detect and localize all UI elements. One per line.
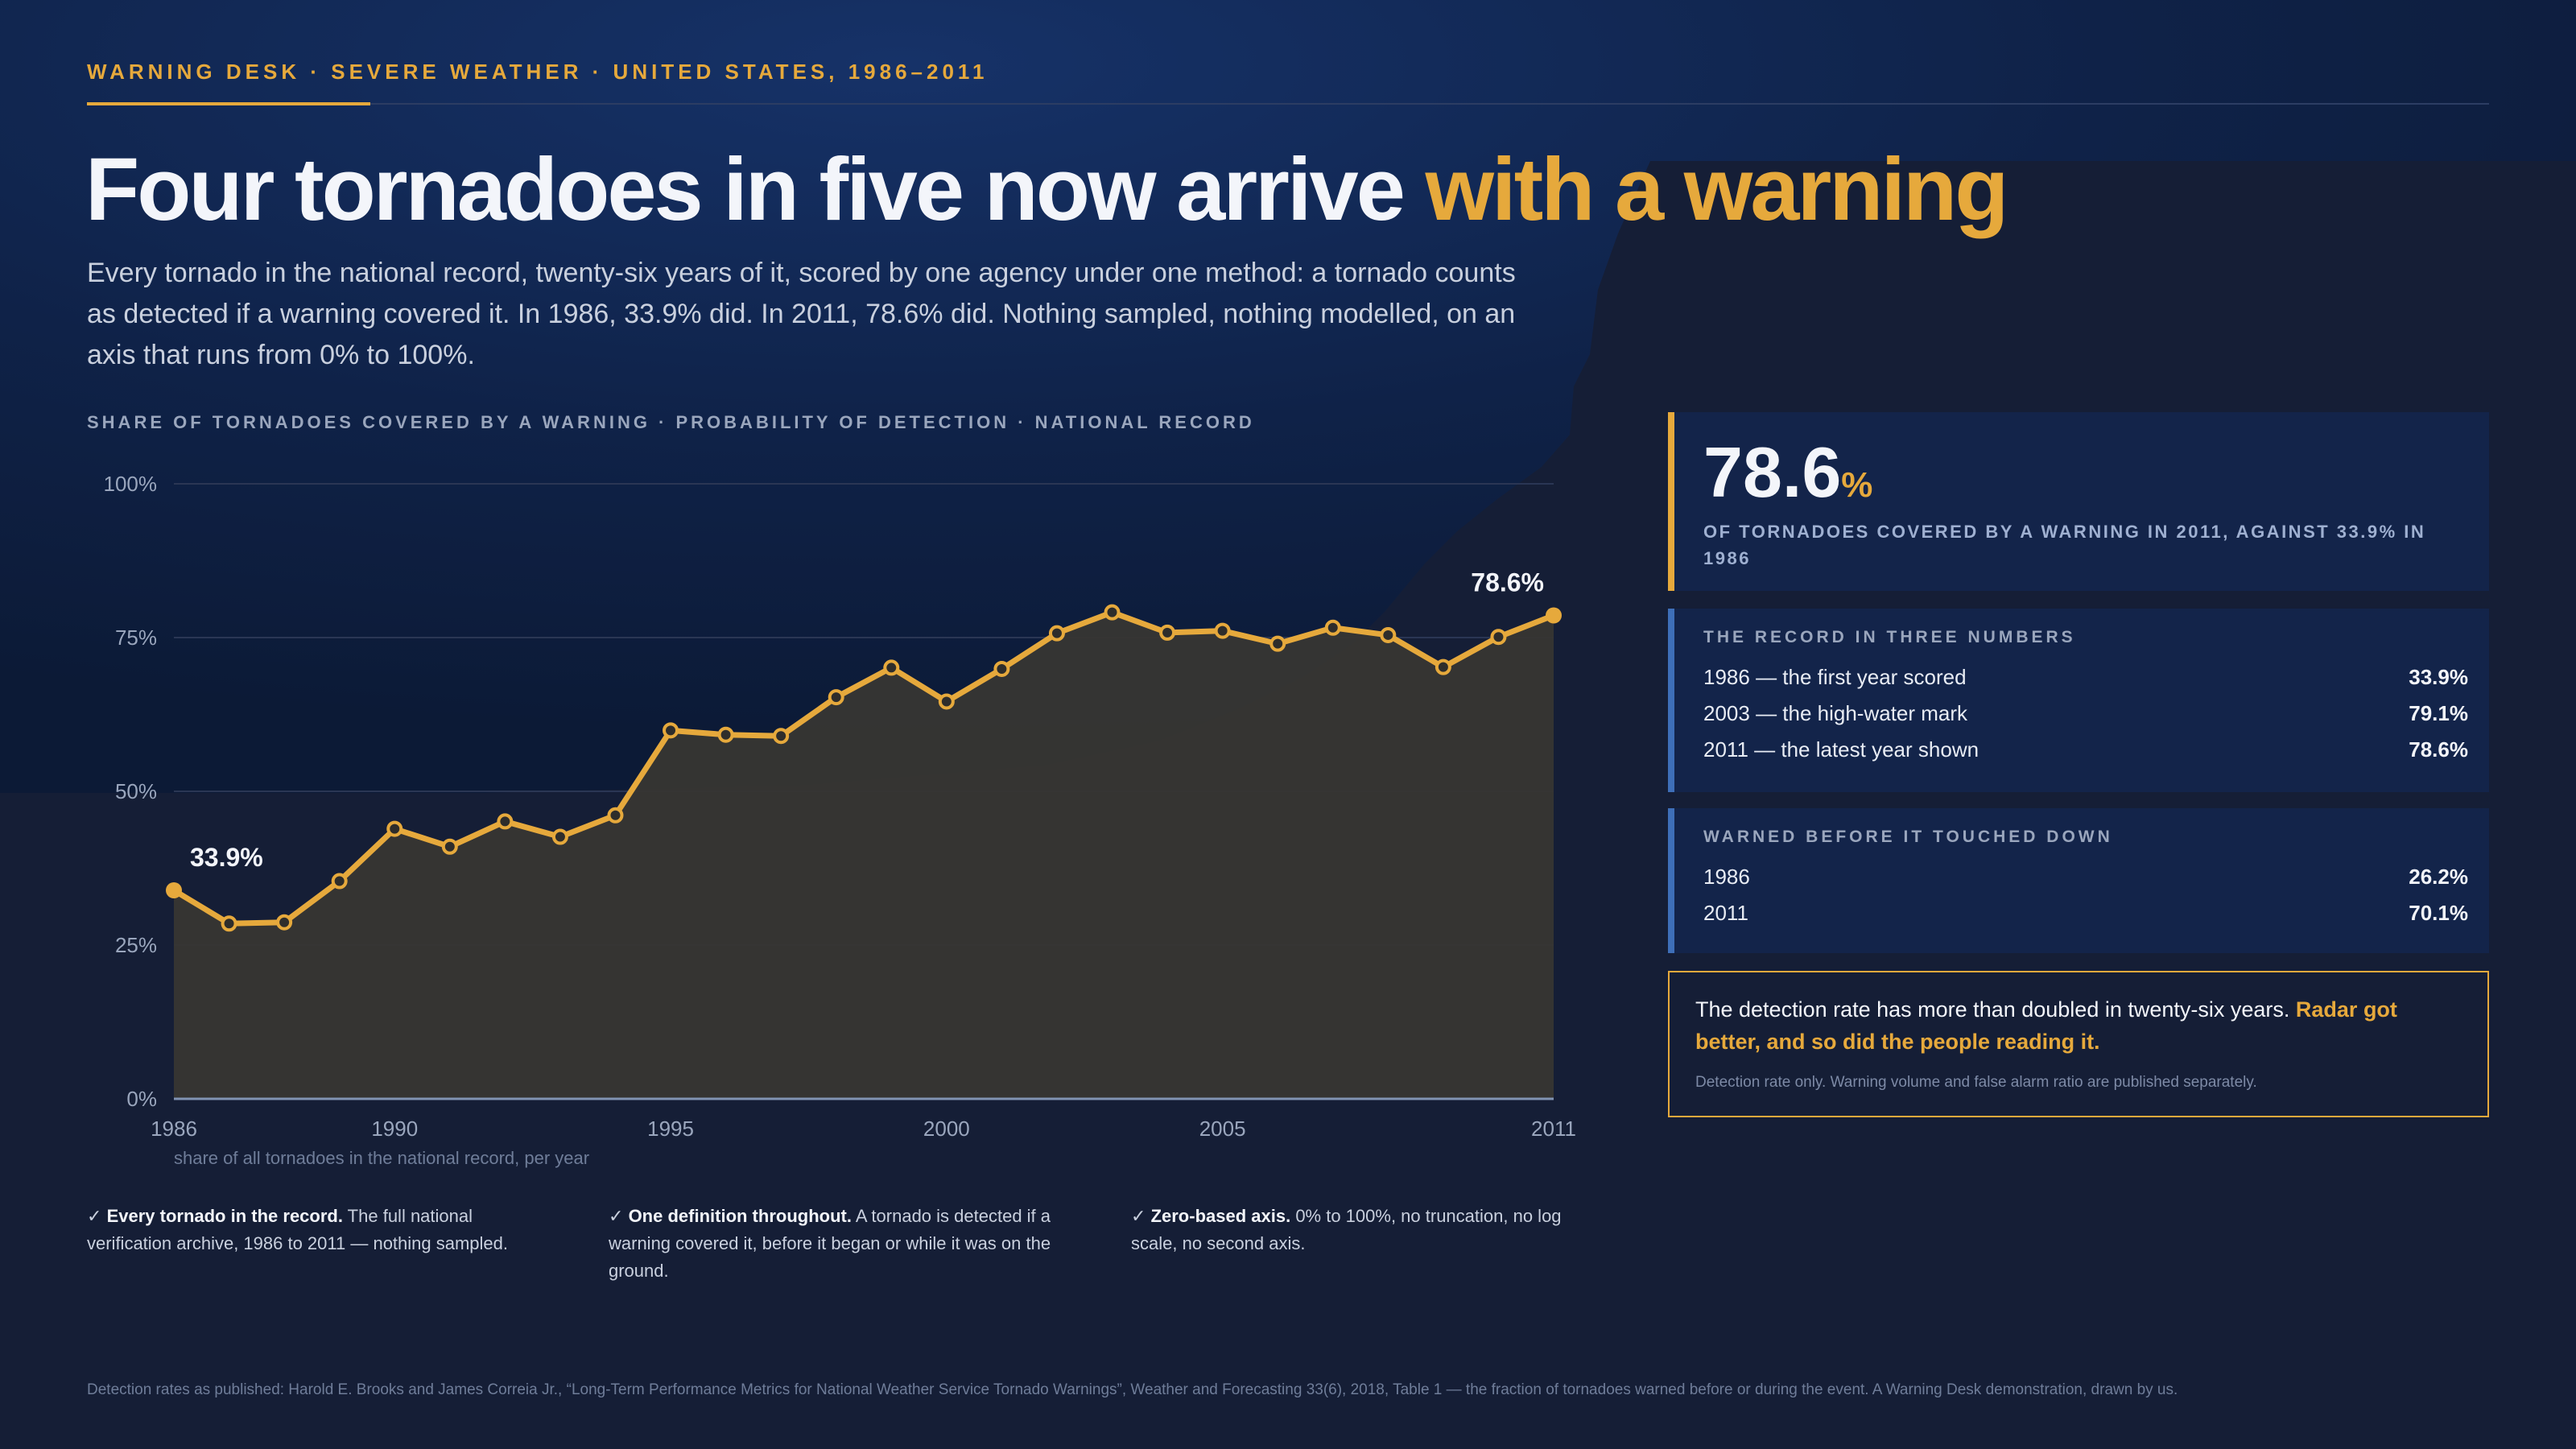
- data-point: [1269, 635, 1286, 652]
- record-row-value: 79.1%: [2409, 701, 2468, 725]
- data-point: [717, 726, 734, 743]
- point-layer: [166, 604, 1562, 932]
- data-point: [331, 873, 348, 890]
- kicker: WARNING DESK · SEVERE WEATHER · UNITED S…: [87, 60, 989, 84]
- series-line: [171, 609, 1557, 927]
- data-point: [1104, 604, 1121, 621]
- x-tick-label: 2005: [1199, 1117, 1246, 1141]
- data-point: [1159, 624, 1176, 641]
- callout-box: The detection rate has more than doubled…: [1668, 971, 2489, 1117]
- data-point-endpoint: [1546, 607, 1562, 624]
- dek: Every tornado in the national record, tw…: [87, 258, 1516, 370]
- record-panel: THE RECORD IN THREE NUMBERS 1986 — the f…: [1668, 609, 2489, 792]
- data-point: [1435, 658, 1451, 675]
- headline-accent: with a warning: [1425, 140, 2008, 239]
- check-mark-icon: ✓: [1131, 1206, 1146, 1226]
- check-text: The full national verification archive, …: [87, 1206, 509, 1253]
- record-row-label: 1986 — the first year scored: [1703, 665, 1967, 689]
- x-tick-label: 1990: [371, 1117, 418, 1141]
- x-tick-label: 2011: [1531, 1117, 1576, 1141]
- headline-main: Four tornadoes in five now arrive: [85, 140, 1426, 239]
- check-item-definition: ✓ One definition throughout. A tornado i…: [609, 1203, 1067, 1285]
- record-panel-title: THE RECORD IN THREE NUMBERS: [1703, 628, 2076, 646]
- kicker-rule-accent: [87, 102, 370, 105]
- data-point: [883, 659, 900, 676]
- data-point: [276, 914, 293, 931]
- data-point: [938, 693, 955, 710]
- data-point: [1490, 629, 1507, 646]
- data-point-endpoint: [166, 882, 182, 899]
- y-tick-label: 100%: [104, 472, 158, 496]
- record-row-value: 33.9%: [2409, 665, 2468, 689]
- data-point: [1214, 622, 1231, 639]
- data-point: [497, 813, 514, 830]
- stat-value: 78.6%: [1703, 431, 1872, 514]
- line-layer: [171, 609, 1557, 927]
- check-mark-icon: ✓: [609, 1206, 624, 1226]
- source-footer: Detection rates as published: Harold E. …: [87, 1381, 2178, 1398]
- data-point: [1048, 625, 1065, 642]
- axis-layer: 0% 25% 50% 75% 100% 1986 1990 1995 2000 2005 2011 s…: [104, 472, 1576, 1168]
- touchdown-row: 1986 26.2%: [1703, 865, 2468, 897]
- check-title: Zero-based axis.: [1150, 1206, 1291, 1226]
- data-point: [551, 828, 568, 845]
- data-point: [386, 820, 403, 837]
- data-point: [773, 728, 790, 745]
- callout-body: The detection rate has more than doubled…: [1695, 997, 2296, 1022]
- check-title: One definition throughout.: [628, 1206, 852, 1226]
- stat-number: 78.6: [1703, 432, 1842, 512]
- series-area: [174, 612, 1554, 1099]
- callout-note: Detection rate only. Warning volume and …: [1695, 1074, 2257, 1091]
- record-row: 2003 — the high-water mark 79.1%: [1703, 701, 2468, 733]
- touchdown-panel-title: WARNED BEFORE IT TOUCHED DOWN: [1703, 828, 2113, 846]
- y-tick-label: 50%: [115, 779, 157, 803]
- headline: Four tornadoes in five now arrive with a…: [85, 138, 2008, 241]
- data-point: [441, 838, 458, 855]
- check-text: 0% to 100%, no truncation, no log scale,…: [1131, 1206, 1562, 1253]
- axis-label: share of all tornadoes in the national r…: [174, 1148, 589, 1168]
- data-label: 78.6%: [1471, 568, 1544, 597]
- data-point: [1324, 619, 1341, 636]
- touchdown-row-value: 70.1%: [2409, 901, 2468, 925]
- stat-unit: %: [1841, 465, 1873, 505]
- x-tick-label: 1995: [647, 1117, 694, 1141]
- chart-label: SHARE OF TORNADOES COVERED BY A WARNING …: [87, 412, 1255, 432]
- record-row-value: 78.6%: [2409, 737, 2468, 762]
- detection-rate-chart: 0% 25% 50% 75% 100% 1986 1990 1995 2000 2005 2011 s…: [104, 472, 1576, 1168]
- x-tick-label: 1986: [151, 1117, 197, 1141]
- record-row-label: 2003 — the high-water mark: [1703, 701, 1968, 725]
- check-mark-icon: ✓: [87, 1206, 102, 1226]
- label-layer: 33.9% 78.6%: [190, 568, 1544, 872]
- check-title: Every tornado in the record.: [106, 1206, 343, 1226]
- record-row-label: 2011 — the latest year shown: [1703, 737, 1979, 762]
- touchdown-row-label: 2011: [1703, 901, 1748, 925]
- data-point: [993, 660, 1010, 677]
- callout-text: The detection rate has more than doubled…: [1695, 993, 2468, 1058]
- data-label: 33.9%: [190, 843, 263, 872]
- data-point: [663, 722, 679, 739]
- record-row: 1986 — the first year scored 33.9%: [1703, 665, 2468, 697]
- y-tick-label: 0%: [126, 1087, 157, 1111]
- y-tick-label: 25%: [115, 933, 157, 957]
- area-layer: [174, 612, 1554, 1099]
- stat-caption: OF TORNADOES COVERED BY A WARNING IN 201…: [1703, 522, 2426, 568]
- data-point: [1380, 626, 1397, 643]
- touchdown-row-label: 1986: [1703, 865, 1750, 889]
- y-tick-label: 75%: [115, 625, 157, 650]
- check-text: A tornado is detected if a warning cover…: [609, 1206, 1051, 1281]
- touchdown-row: 2011 70.1%: [1703, 901, 2468, 933]
- data-point: [607, 807, 624, 824]
- data-point: [828, 689, 844, 706]
- kicker-rule: [87, 103, 2489, 105]
- headline-stat-card: 78.6% OF TORNADOES COVERED BY A WARNING …: [1668, 412, 2489, 591]
- check-item-axis: ✓ Zero-based axis. 0% to 100%, no trunca…: [1131, 1203, 1590, 1257]
- touchdown-row-value: 26.2%: [2409, 865, 2468, 889]
- check-item-record: ✓ Every tornado in the record. The full …: [87, 1203, 546, 1257]
- record-row: 2011 — the latest year shown 78.6%: [1703, 737, 2468, 770]
- x-tick-label: 2000: [923, 1117, 970, 1141]
- data-point: [221, 915, 237, 932]
- callout-highlight: Radar got better, and so did the people …: [1695, 997, 2397, 1054]
- touchdown-panel: WARNED BEFORE IT TOUCHED DOWN 1986 26.2%…: [1668, 808, 2489, 953]
